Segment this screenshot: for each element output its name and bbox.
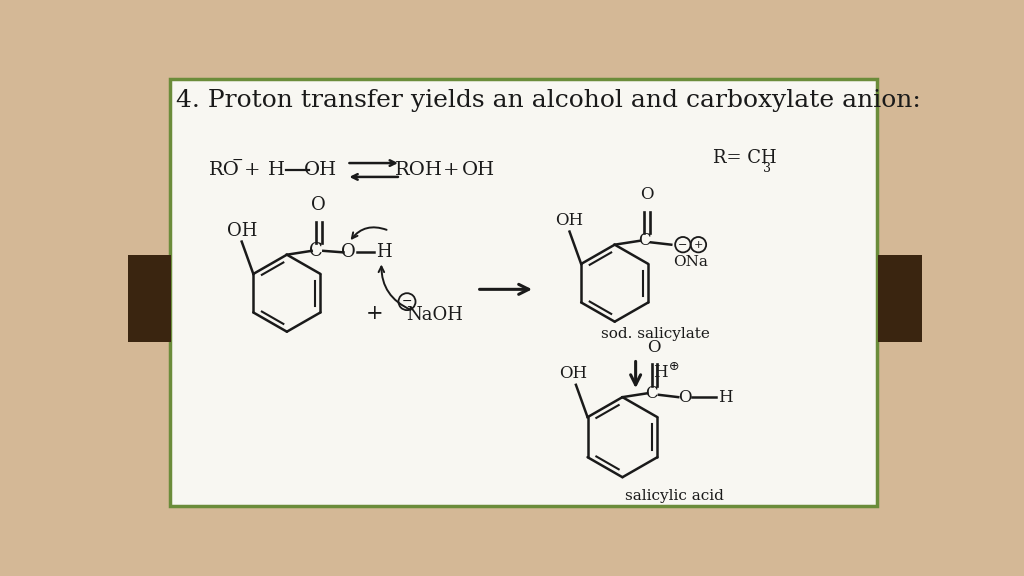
Text: OH: OH xyxy=(226,222,257,240)
Text: −: − xyxy=(401,295,413,308)
Text: RO: RO xyxy=(209,161,241,179)
Text: OH: OH xyxy=(304,161,337,179)
Text: salicylic acid: salicylic acid xyxy=(625,488,724,503)
Text: C: C xyxy=(309,242,324,260)
Text: ⊕: ⊕ xyxy=(669,360,680,373)
Text: +: + xyxy=(693,240,703,249)
Text: H: H xyxy=(653,364,668,381)
Text: C: C xyxy=(638,232,650,249)
Text: +: + xyxy=(244,161,260,179)
Text: O: O xyxy=(647,339,660,355)
Text: R= CH: R= CH xyxy=(713,149,777,168)
FancyBboxPatch shape xyxy=(128,256,171,342)
Text: −: − xyxy=(678,240,687,249)
Text: O: O xyxy=(640,186,653,203)
Text: −: − xyxy=(231,153,243,167)
Text: sod. salicylate: sod. salicylate xyxy=(600,327,710,341)
Text: H: H xyxy=(376,244,391,262)
Text: 3: 3 xyxy=(763,162,771,175)
Text: O: O xyxy=(341,244,356,262)
Text: ROH: ROH xyxy=(394,161,442,179)
Text: NaOH: NaOH xyxy=(407,306,463,324)
FancyBboxPatch shape xyxy=(170,79,877,506)
Text: ONa: ONa xyxy=(673,255,708,268)
Text: OH: OH xyxy=(555,211,584,229)
Text: H: H xyxy=(718,389,733,406)
Text: +: + xyxy=(443,161,460,179)
FancyBboxPatch shape xyxy=(879,256,922,342)
Text: OH: OH xyxy=(559,365,588,382)
Text: O: O xyxy=(678,389,691,406)
Text: +: + xyxy=(366,305,383,324)
Text: C: C xyxy=(645,385,658,402)
Text: O: O xyxy=(311,196,326,214)
Text: OH: OH xyxy=(462,161,495,179)
Text: 4. Proton transfer yields an alcohol and carboxylate anion:: 4. Proton transfer yields an alcohol and… xyxy=(176,89,921,112)
Text: H: H xyxy=(268,161,286,179)
